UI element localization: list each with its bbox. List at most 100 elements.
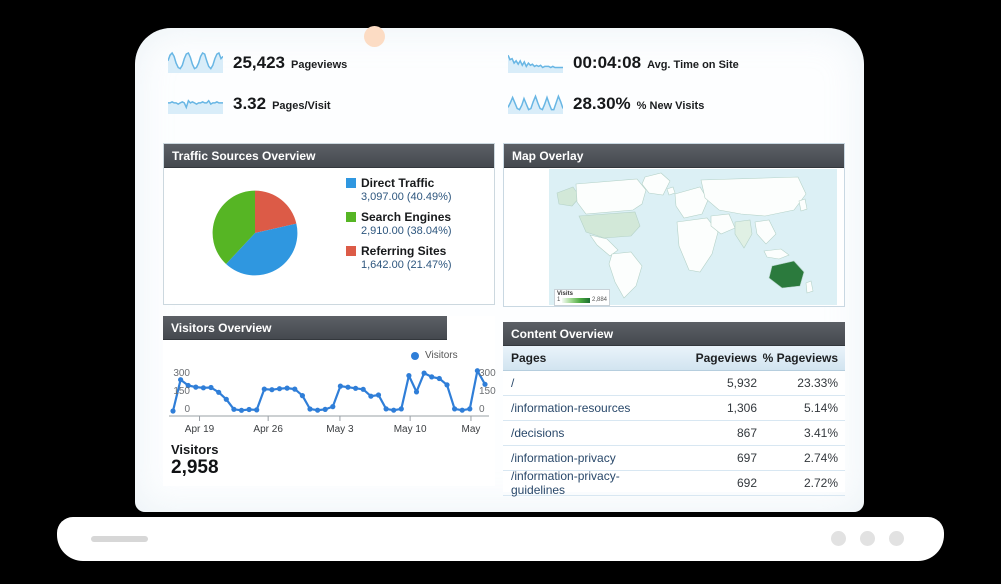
x-axis-label-may: May: [461, 424, 481, 435]
search-engines-value: 2,910.00 (38.04%): [361, 225, 452, 237]
base-dot-icon: [831, 531, 846, 546]
table-row: /information-privacy-guidelines 692 2.72…: [503, 469, 845, 497]
pct-pageviews-cell: 2.74%: [803, 451, 838, 465]
content-overview-panel-header: Content Overview: [503, 322, 845, 346]
visitors-series-dot-icon: [411, 351, 419, 360]
legend-item-search-engines: Search Engines 2,910.00 (38.04%): [346, 210, 452, 237]
pages-per-visit-sparkline-chart: [168, 99, 223, 114]
new-visits-sparkline-chart: [508, 94, 563, 114]
laptop-screen: 25,423 Pageviews 3.32 Pages/Visit 00:04:…: [135, 28, 864, 512]
legend-item-direct-traffic: Direct Traffic 3,097.00 (40.49%): [346, 176, 452, 203]
y-axis-label-right-300: 300: [479, 368, 496, 379]
traffic-sources-panel-header: Traffic Sources Overview: [164, 144, 494, 168]
referring-sites-swatch-icon: [346, 246, 356, 256]
table-row: / 5,932 23.33%: [503, 371, 845, 396]
world-map-svg: [549, 169, 837, 305]
pageviews-cell: 692: [736, 476, 757, 490]
map-legend: Visits 1 2,884: [554, 289, 610, 306]
avg-time-value: 00:04:08: [573, 53, 642, 72]
page-link[interactable]: /information-resources: [511, 401, 631, 415]
map-legend-max: 2,884: [591, 297, 607, 303]
visitors-chart-legend: Visitors: [411, 350, 458, 361]
pageviews-label: Pageviews: [291, 58, 348, 71]
visitors-overview-panel: Visitors Overview Visitors 300 150 0 300…: [163, 316, 496, 486]
pageviews-cell: 5,932: [726, 376, 757, 390]
direct-traffic-value: 3,097.00 (40.49%): [361, 191, 452, 203]
column-header-pct-pageviews[interactable]: % Pageviews: [762, 351, 838, 365]
camera-dot: [364, 26, 385, 47]
page-link[interactable]: /information-privacy: [511, 451, 616, 465]
pageviews-value: 25,423: [233, 53, 285, 72]
visitors-overview-panel-title: Visitors Overview: [171, 320, 272, 335]
base-dots: [831, 531, 904, 546]
table-row: /information-privacy 697 2.74%: [503, 446, 845, 471]
page-link[interactable]: /: [511, 376, 515, 390]
y-axis-label-left-150: 150: [173, 386, 190, 397]
pages-per-visit-label: Pages/Visit: [272, 99, 331, 112]
pageviews-cell: 1,306: [726, 401, 757, 415]
avg-time-label: Avg. Time on Site: [647, 58, 739, 71]
search-engines-swatch-icon: [346, 212, 356, 222]
laptop-base: [57, 517, 944, 561]
new-visits-label: % New Visits: [636, 99, 705, 112]
content-overview-panel: Content Overview Pages Pageviews % Pagev…: [503, 322, 845, 497]
content-table: Pages Pageviews % Pageviews / 5,932 23.3…: [503, 346, 845, 497]
content-table-header-row: Pages Pageviews % Pageviews: [503, 346, 845, 371]
new-visits-value: 28.30%: [573, 94, 631, 113]
map-overlay-panel-title: Map Overlay: [512, 148, 584, 163]
x-axis-label-apr-19: Apr 19: [184, 424, 215, 435]
map-overlay-panel-header: Map Overlay: [504, 144, 844, 168]
visitors-overview-panel-header: Visitors Overview: [163, 316, 447, 340]
search-engines-label: Search Engines: [361, 210, 452, 224]
pageviews-sparkline-chart: [168, 51, 223, 73]
metric-pageviews: 25,423 Pageviews: [168, 48, 347, 78]
y-axis-label-right-150: 150: [479, 386, 496, 397]
x-axis-labels: Apr 19 Apr 26 May 3 May 10 May: [163, 424, 495, 436]
visitors-summary-label: Visitors: [171, 442, 219, 457]
table-row: /decisions 867 3.41%: [503, 421, 845, 446]
base-dot-icon: [860, 531, 875, 546]
pages-per-visit-value: 3.32: [233, 94, 267, 113]
metric-pages-per-visit: 3.32 Pages/Visit: [168, 89, 331, 119]
map-legend-min: 1: [557, 297, 561, 303]
content-overview-panel-title: Content Overview: [511, 326, 614, 341]
direct-traffic-swatch-icon: [346, 178, 356, 188]
world-map[interactable]: Visits 1 2,884: [549, 169, 837, 306]
avg-time-sparkline-chart: [508, 54, 563, 73]
pct-pageviews-cell: 5.14%: [803, 401, 838, 415]
page-link[interactable]: /decisions: [511, 426, 565, 440]
visitors-series-label: Visitors: [425, 350, 458, 361]
trackpad-notch: [91, 536, 148, 542]
y-axis-label-left-0: 0: [184, 404, 190, 415]
column-header-pages[interactable]: Pages: [511, 351, 547, 365]
traffic-sources-pie-chart: [212, 190, 298, 276]
y-axis-label-right-0: 0: [479, 404, 485, 415]
y-axis-label-left-300: 300: [173, 368, 190, 379]
map-legend-label: Visits: [557, 291, 573, 297]
pct-pageviews-cell: 2.72%: [803, 476, 838, 490]
traffic-sources-panel-title: Traffic Sources Overview: [172, 148, 316, 163]
pct-pageviews-cell: 3.41%: [803, 426, 838, 440]
x-axis-label-may-3: May 3: [326, 424, 354, 435]
visitors-summary-value: 2,958: [171, 457, 219, 478]
base-dot-icon: [889, 531, 904, 546]
pct-pageviews-cell: 23.33%: [797, 376, 838, 390]
metric-new-visits: 28.30% % New Visits: [508, 89, 704, 119]
map-legend-gradient: [562, 297, 590, 303]
pageviews-cell: 697: [736, 451, 757, 465]
pageviews-cell: 867: [736, 426, 757, 440]
direct-traffic-label: Direct Traffic: [361, 176, 435, 190]
referring-sites-label: Referring Sites: [361, 244, 447, 258]
column-header-pageviews[interactable]: Pageviews: [695, 351, 757, 365]
page-link[interactable]: /information-privacy-guidelines: [511, 469, 620, 497]
referring-sites-value: 1,642.00 (21.47%): [361, 259, 452, 271]
traffic-sources-panel: Traffic Sources Overview Direct Traffic …: [163, 143, 495, 305]
traffic-sources-legend: Direct Traffic 3,097.00 (40.49%) Search …: [346, 176, 452, 278]
table-row: /information-resources 1,306 5.14%: [503, 396, 845, 421]
visitors-line-chart: [169, 368, 489, 421]
x-axis-label-may-10: May 10: [393, 424, 427, 435]
legend-item-referring-sites: Referring Sites 1,642.00 (21.47%): [346, 244, 452, 271]
x-axis-label-apr-26: Apr 26: [253, 424, 283, 435]
metric-avg-time: 00:04:08 Avg. Time on Site: [508, 48, 739, 78]
map-overlay-panel: Map Overlay: [503, 143, 845, 307]
